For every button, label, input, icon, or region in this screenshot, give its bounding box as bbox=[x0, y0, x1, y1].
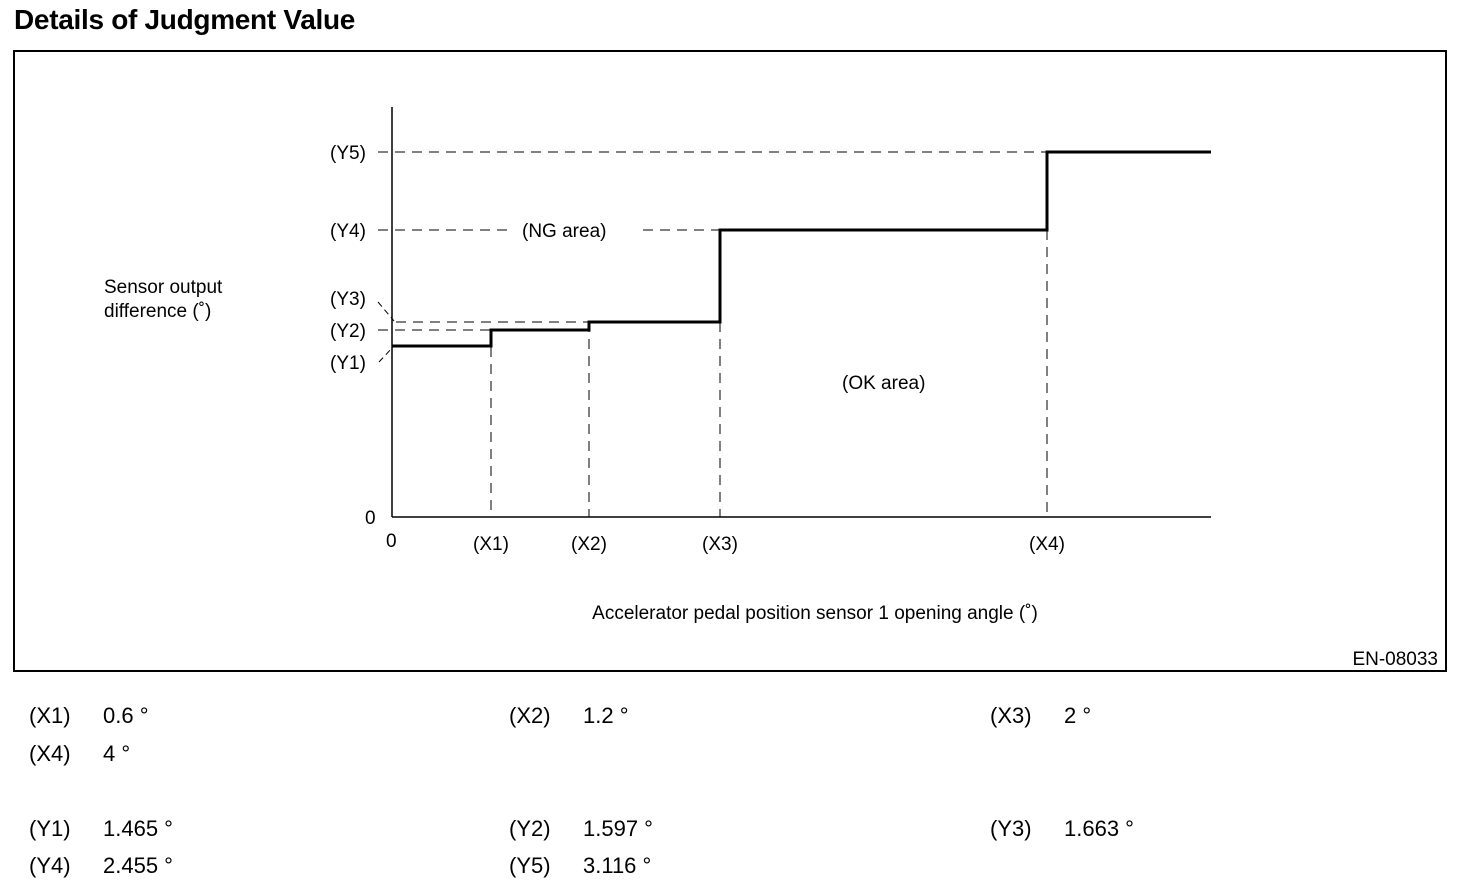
ok-area-label: (OK area) bbox=[842, 373, 925, 394]
legend-value: 0.6 ° bbox=[103, 703, 149, 728]
ng-area-label: (NG area) bbox=[522, 221, 606, 242]
figure-code: EN-08033 bbox=[1352, 649, 1438, 670]
y-axis-label-line1: Sensor output bbox=[104, 277, 223, 298]
legend-label: (X2) bbox=[509, 703, 551, 728]
y-origin-label: 0 bbox=[365, 508, 376, 529]
leader-y3 bbox=[377, 301, 395, 322]
legend-label: (X4) bbox=[29, 741, 71, 766]
x-tick-x2: (X2) bbox=[571, 534, 607, 555]
legend-value: 2.455 ° bbox=[103, 853, 173, 878]
leader-y1 bbox=[378, 346, 394, 363]
legend-value: 3.116 ° bbox=[583, 853, 652, 878]
legend-label: (Y1) bbox=[29, 816, 71, 841]
legend-value: 1.2 ° bbox=[583, 703, 629, 728]
x-tick-x4: (X4) bbox=[1029, 534, 1065, 555]
y-tick-y2: (Y2) bbox=[330, 321, 366, 342]
legend-label: (X1) bbox=[29, 703, 71, 728]
y-tick-y3: (Y3) bbox=[330, 289, 366, 310]
legend-label: (Y5) bbox=[509, 853, 551, 878]
legend-label: (Y4) bbox=[29, 853, 71, 878]
y-tick-y1: (Y1) bbox=[330, 353, 366, 374]
x-tick-x1: (X1) bbox=[473, 534, 509, 555]
y-tick-y5: (Y5) bbox=[330, 143, 366, 164]
legend-label: (X3) bbox=[990, 703, 1032, 728]
x-origin-label: 0 bbox=[386, 531, 397, 552]
legend-value: 1.597 ° bbox=[583, 816, 653, 841]
y-tick-y4: (Y4) bbox=[330, 221, 366, 242]
legend-label: (Y2) bbox=[509, 816, 551, 841]
legend-label: (Y3) bbox=[990, 816, 1032, 841]
x-tick-x3: (X3) bbox=[702, 534, 738, 555]
legend-value: 2 ° bbox=[1064, 703, 1092, 728]
legend-value: 1.663 ° bbox=[1064, 816, 1134, 841]
diagram-frame bbox=[13, 50, 1447, 672]
x-axis-label: Accelerator pedal position sensor 1 open… bbox=[592, 603, 1038, 624]
legend-value: 1.465 ° bbox=[103, 816, 173, 841]
judgment-step-line bbox=[392, 150, 1211, 348]
page-title: Details of Judgment Value bbox=[14, 4, 356, 35]
y-axis-label-line2: difference (˚) bbox=[104, 301, 211, 322]
legend-value: 4 ° bbox=[103, 741, 131, 766]
